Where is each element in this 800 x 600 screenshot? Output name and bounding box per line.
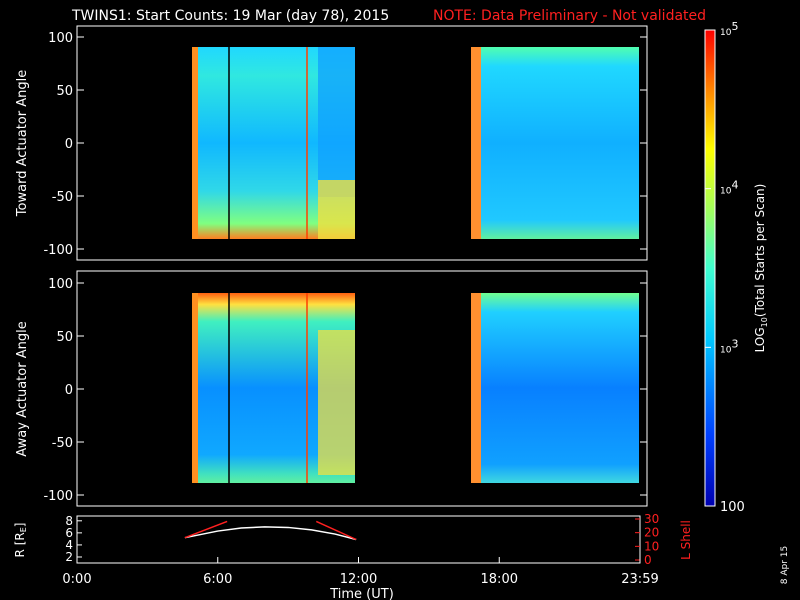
away-ylabel: Away Actuator Angle — [15, 321, 30, 456]
ytick-label: -100 — [43, 489, 73, 504]
toward-heatmap — [192, 47, 639, 239]
away-panel: Away Actuator Angle 100 50 0 -50 -100 — [15, 270, 648, 507]
xtick-label: 23:59 — [621, 572, 658, 587]
away-block-1-edge — [192, 293, 198, 483]
ytick-label: -100 — [43, 243, 73, 258]
away-plume — [318, 330, 355, 475]
xtick-label: 18:00 — [481, 572, 518, 587]
orbit-y2tick-label: 10 — [644, 539, 659, 553]
orbit-ylabel-main: R [R — [13, 532, 27, 557]
xtick-label: 0:00 — [62, 572, 91, 587]
orbit-ylabel-sub: E — [19, 527, 28, 532]
toward-block-2 — [471, 47, 639, 239]
ytick-label: 100 — [48, 31, 73, 46]
ytick-label: 0 — [65, 137, 73, 152]
colorbar-tick-exponent: 3 — [731, 337, 738, 350]
away-yticks: 100 50 0 -50 -100 — [43, 277, 647, 504]
xtick-label: 6:00 — [203, 572, 232, 587]
orbit-ytick-label: 2 — [65, 550, 73, 564]
colorbar-label: LOG10(Total Starts per Scan) — [753, 184, 769, 353]
orbit-ylabel-close: ] — [13, 523, 27, 528]
colorbar-label-sub: 10 — [760, 317, 769, 327]
colorbar-tick-exponent: 5 — [731, 20, 738, 33]
orbit-y2tick-label: 0 — [644, 553, 652, 567]
time-xticks: 0:00 6:00 12:00 18:00 23:59 — [62, 557, 659, 587]
colorbar-tick-label: 104 — [720, 179, 738, 197]
ytick-label: 50 — [56, 84, 73, 99]
orbit-y2label: L Shell — [679, 520, 693, 560]
chart-title: TWINS1: Start Counts: 19 Mar (day 78), 2… — [71, 8, 389, 24]
orbit-y2tick-label: 20 — [644, 526, 659, 540]
colorbar-tick-exponent: 4 — [731, 179, 738, 192]
toward-block-1-edge — [192, 47, 198, 239]
ytick-label: 100 — [48, 277, 73, 292]
toward-yticks: 100 50 0 -50 -100 — [43, 31, 647, 258]
away-block-2 — [471, 293, 639, 483]
toward-block-2-edge — [471, 47, 481, 239]
orbit-series-line — [184, 526, 357, 541]
toward-plume — [318, 47, 355, 197]
orbit-series-line — [184, 520, 228, 539]
preliminary-note: NOTE: Data Preliminary - Not validated — [433, 8, 706, 24]
orbit-axes-frame — [76, 515, 641, 564]
ytick-label: 50 — [56, 330, 73, 345]
orbit-y2tick-label: 30 — [644, 512, 659, 526]
orbit-ytick-label: 8 — [65, 514, 73, 528]
colorbar-label-log: LOG — [753, 327, 767, 352]
orbit-ylabel: R [RE] — [13, 523, 28, 558]
colorbar-label-rest: (Total Starts per Scan) — [753, 184, 767, 318]
orbit-lines — [184, 520, 357, 541]
orbit-series-line — [315, 520, 357, 541]
colorbar-gradient — [704, 29, 716, 507]
colorbar-tick-label: 105 — [720, 20, 738, 38]
orbit-ytick-label: 6 — [65, 526, 73, 540]
orbit-ytick-label: 4 — [65, 538, 73, 552]
toward-plume-lower — [318, 180, 355, 239]
away-block-2-edge — [471, 293, 481, 483]
colorbar-tick-label: 103 — [720, 337, 738, 355]
xtick-label: 12:00 — [340, 572, 377, 587]
ytick-label: -50 — [52, 190, 73, 205]
colorbar-tick-label: 100 — [720, 500, 745, 515]
away-heatmap — [192, 293, 639, 483]
ytick-label: -50 — [52, 436, 73, 451]
time-xlabel: Time (UT) — [329, 587, 394, 600]
toward-panel: Toward Actuator Angle 100 50 0 -50 -100 — [15, 25, 648, 261]
ytick-label: 0 — [65, 383, 73, 398]
toward-ylabel: Toward Actuator Angle — [15, 70, 30, 217]
date-stamp: 8 Apr 15 — [780, 546, 790, 584]
